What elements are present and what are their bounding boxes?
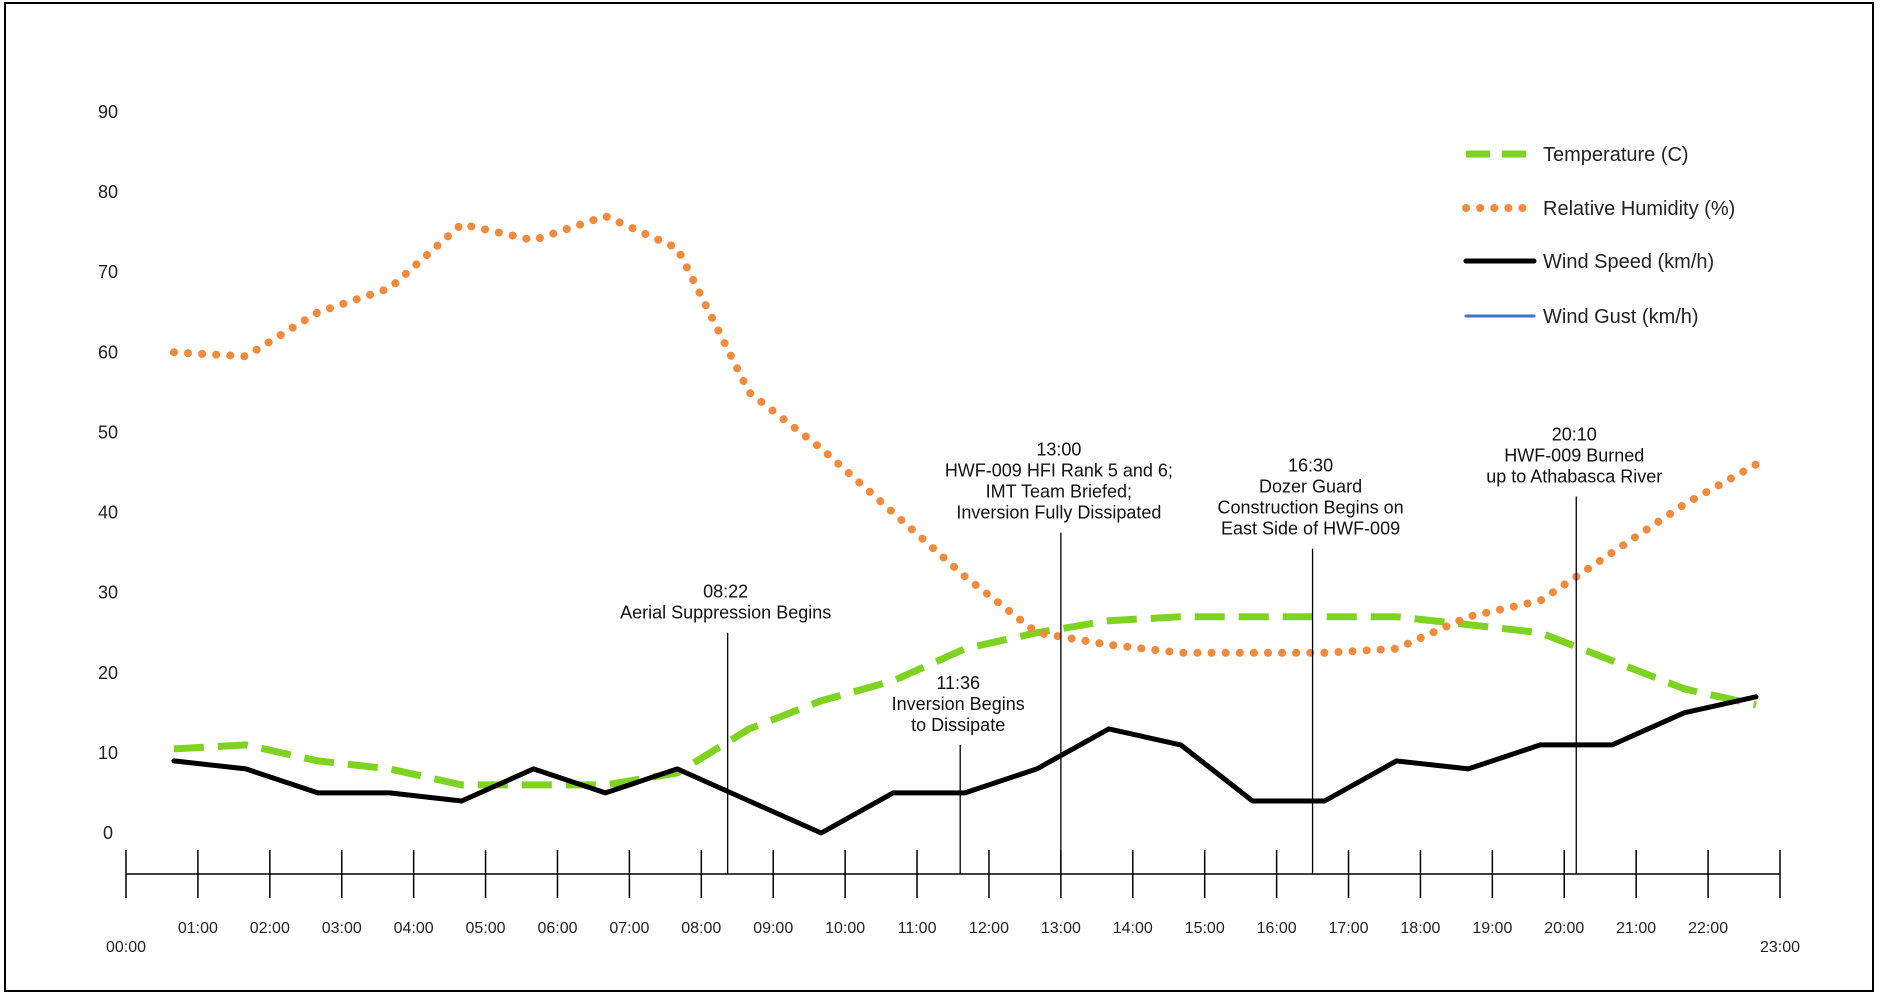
x-tick-label: 02:00 [250,920,290,937]
x-tick-label: 13:00 [1041,920,1081,937]
annotation-label: 11:36 [936,673,980,693]
annotation-label: Construction Begins on [1218,498,1404,518]
x-tick-label: 14:00 [1113,920,1153,937]
annotation-label: IMT Team Briefed; [986,482,1132,502]
series-line-relative-humidity [169,212,1760,657]
x-end-label: 23:00 [1760,939,1800,956]
x-tick-label: 04:00 [394,920,434,937]
x-tick-label: 03:00 [322,920,362,937]
x-tick-label: 08:00 [681,920,721,937]
legend: Temperature (C) Relative Humidity (%) Wind… [1462,144,1735,328]
x-tick-label: 12:00 [969,920,1009,937]
annotation-label: 08:22 [703,582,748,602]
x-tick-label: 10:00 [825,920,865,937]
y-tick-label: 80 [98,182,118,202]
x-tick-label: 19:00 [1472,920,1512,937]
x-tick-label: 18:00 [1400,920,1440,937]
legend-label: Wind Speed (km/h) [1543,251,1714,273]
x-axis: 01:00 02:00 03:00 04:00 05:00 06:00 07:00 08:00… [106,850,1800,956]
x-tick-label: 11:00 [898,920,937,937]
y-tick-label: 30 [98,583,118,603]
x-tick-label: 16:00 [1257,920,1297,937]
y-tick-label: 10 [98,743,118,763]
x-tick-label: 09:00 [753,920,793,937]
x-tick-label: 17:00 [1328,920,1368,937]
x-tick-label: 06:00 [537,920,577,937]
y-tick-label: 20 [98,663,118,683]
y-tick-label: 0 [103,823,113,843]
x-tick-label: 22:00 [1688,920,1728,937]
annotation-label: 13:00 [1036,440,1081,460]
annotation-label: 20:10 [1552,425,1597,445]
legend-label: Temperature (C) [1543,144,1689,166]
series-line-temperature-c [173,613,1757,789]
y-axis-ticks: 0 10 20 30 40 50 60 70 80 90 [98,102,118,843]
y-tick-label: 60 [98,342,118,362]
chart-frame [4,2,1874,992]
annotation-label: HWF-009 Burned [1504,446,1644,466]
y-tick-label: 50 [98,422,118,442]
annotation-label: 16:30 [1288,456,1333,476]
annotation-label: to Dissipate [911,715,1005,735]
y-tick-label: 40 [98,503,118,523]
x-tick-label: 20:00 [1544,920,1584,937]
annotation-label: up to Athabasca River [1486,467,1662,487]
x-tick-label: 05:00 [466,920,506,937]
legend-label: Wind Gust (km/h) [1543,306,1699,328]
x-start-label: 00:00 [106,939,146,956]
legend-label: Relative Humidity (%) [1543,198,1735,220]
y-tick-label: 90 [98,102,118,122]
y-tick-label: 70 [98,262,118,282]
series-layer [169,212,1760,836]
x-tick-label: 15:00 [1185,920,1225,937]
x-tick-label: 21:00 [1616,920,1656,937]
annotation-label: Dozer Guard [1259,477,1362,497]
annotation-label: HWF-009 HFI Rank 5 and 6; [945,461,1173,481]
annotation-label: Inversion Fully Dissipated [956,503,1161,523]
x-tick-label: 01:00 [178,920,218,937]
annotation-label: Inversion Begins [892,694,1025,714]
annotation-label: East Side of HWF-009 [1221,519,1400,539]
x-tick-label: 07:00 [609,920,649,937]
annotation-label: Aerial Suppression Begins [620,603,831,623]
